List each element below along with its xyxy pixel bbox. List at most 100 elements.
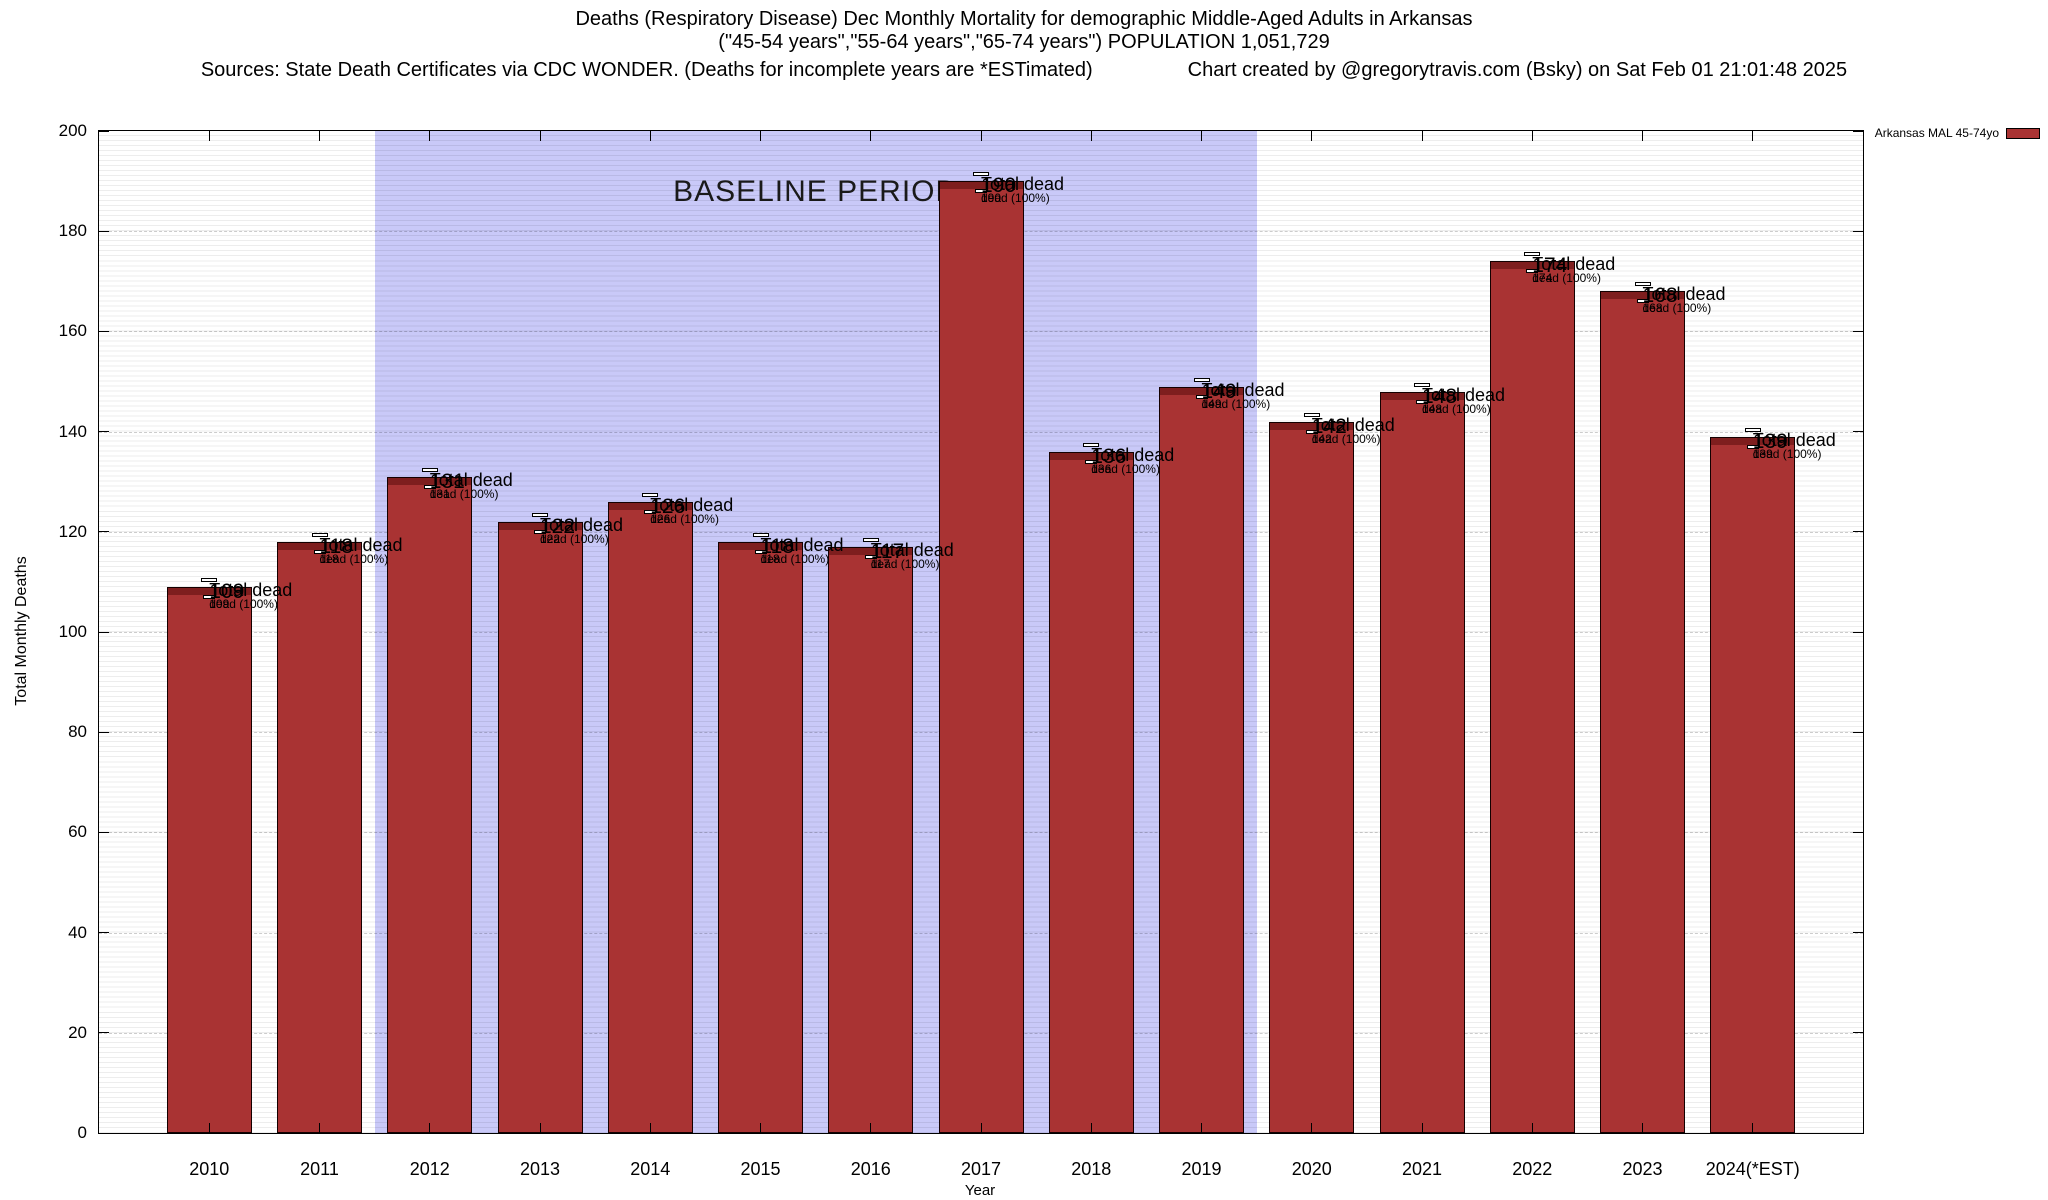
bar-inner-value: 149 [1201,396,1222,411]
x-tick-mark-top [539,131,541,141]
bar-total-label: 174 Total dead [1524,252,1615,277]
bar-inner-value: 109 [209,596,230,611]
y-tick-mark-left [99,831,109,833]
x-tick-mark-top [760,131,761,141]
bar-inner-label: 148 dead (100%) [1416,399,1491,416]
x-tick-mark-bottom [539,1123,541,1133]
bar-total-label: 190 Total dead [973,172,1064,197]
y-tick-mark-right [1853,1032,1863,1034]
bar-2011 [277,541,362,1133]
bar-inner-value: 117 [870,556,890,571]
bar-cap [167,587,251,595]
bar-cap [939,182,1023,190]
y-tick-label: 160 [58,321,87,341]
bar-2017 [938,181,1024,1133]
chart-sources-note: Sources: State Death Certificates via CD… [200,59,1093,81]
bar-inner-value: 122 [540,531,561,546]
bar-inner-label: 136 dead (100%) [1085,459,1160,476]
x-tick-label: 2010 [189,1159,230,1179]
x-tick-mark-top [980,131,982,141]
bar-inner-caption: dead (100%) [540,531,609,546]
x-tick-mark-top [319,131,320,141]
bar-total-caption: Total dead [1422,384,1506,405]
bar-total-value: 126 [650,494,686,518]
bar-total-caption: Total dead [1642,284,1726,305]
bar-total-label: 148 Total dead [1414,382,1505,408]
y-tick-mark-left [99,431,109,433]
y-tick-mark-left [99,731,109,733]
x-tick-mark-bottom [429,1123,431,1133]
bar-inner-label: 131 dead (100%) [423,484,498,501]
bar-cap [1270,422,1354,430]
x-tick-mark-top [429,131,431,141]
bar-cap [498,522,582,530]
y-tick-mark-right [1853,831,1863,833]
bar-cap [1601,292,1684,300]
x-tick-mark-bottom [649,1123,651,1133]
bar-inner-value: 131 [429,486,450,501]
y-tick-mark-right [1853,130,1863,132]
chart-subheader-row: Sources: State Death Certificates via CD… [0,59,2048,82]
bar-total-caption: Total dead [981,174,1065,195]
x-tick-mark-top [870,131,872,141]
x-tick-label: 2023 [1622,1159,1663,1179]
bar-inner-caption: dead (100%) [870,556,940,571]
bar-inner-caption: dead (100%) [1752,446,1822,461]
bar-total-value: 174 [1532,254,1568,278]
y-tick-label: 20 [68,1022,87,1042]
bar-total-value: 109 [209,579,245,603]
bar-inner-value: 139 [1752,446,1773,461]
bar-inner-caption: dead (100%) [981,191,1050,206]
bar-total-caption: Total dead [1091,444,1175,465]
x-tick-mark-top [1201,131,1202,141]
bar-inner-caption: dead (100%) [429,486,499,501]
bar-total-value: 118 [319,534,353,558]
bar-2023 [1600,291,1685,1133]
x-tick-mark-top [1531,131,1533,141]
bar-2019 [1159,386,1244,1133]
x-tick-mark-bottom [760,1123,761,1133]
y-tick-mark-right [1853,932,1863,934]
bar-total-label: 118 Total dead [752,532,844,558]
x-tick-mark-top [1642,131,1643,141]
y-tick-mark-left [99,330,109,332]
bar-total-value: 118 [760,534,794,558]
bar-inner-label: 118 dead (100%) [754,549,829,566]
bar-total-value: 122 [540,514,576,538]
x-tick-mark-top [1752,131,1754,141]
x-tick-mark-top [1421,131,1423,141]
chart-title-line1: Deaths (Respiratory Disease) Dec Monthly… [575,8,1473,30]
bar-total-caption: Total dead [540,514,624,535]
bar-inner-label: 117 dead (100%) [864,554,939,571]
bar-inner-caption: dead (100%) [209,596,278,611]
bar-inner-caption: dead (100%) [1532,271,1601,286]
bar-total-label: 142 Total dead [1303,412,1395,438]
bar-2020 [1269,421,1355,1133]
y-tick-label: 0 [77,1123,87,1142]
x-tick-mark-bottom [980,1123,982,1133]
bar-inner-value: 174 [1532,271,1553,286]
bar-total-label: 109 Total dead [201,577,292,603]
x-tick-mark-bottom [319,1123,320,1133]
bar-inner-label: 149 dead (100%) [1195,394,1270,411]
bar-2016 [828,546,914,1133]
x-tick-mark-top [1311,131,1313,141]
x-tick-label: 2019 [1181,1159,1222,1179]
bar-total-label: 117 Total dead [862,537,954,563]
bar-total-value: 142 [1311,414,1347,438]
bar-cap [1049,452,1133,460]
bar-total-value: 168 [1642,284,1678,308]
y-tick-mark-left [99,130,109,132]
y-tick-mark-left [99,1132,109,1134]
bar-2013 [497,521,583,1133]
bar-inner-label: 122 dead (100%) [534,529,609,546]
bar-inner-label: 126 dead (100%) [644,509,719,526]
bar-cap [1380,392,1464,400]
bar-2021 [1379,391,1465,1133]
bar-total-label: 122 Total dead [532,512,623,538]
y-tick-label: 140 [58,421,87,441]
x-axis-title: Year [964,1182,996,1199]
x-tick-label: 2024(*EST) [1705,1159,1800,1179]
x-tick-mark-bottom [208,1123,210,1133]
bar-inner-value: 126 [650,511,671,526]
